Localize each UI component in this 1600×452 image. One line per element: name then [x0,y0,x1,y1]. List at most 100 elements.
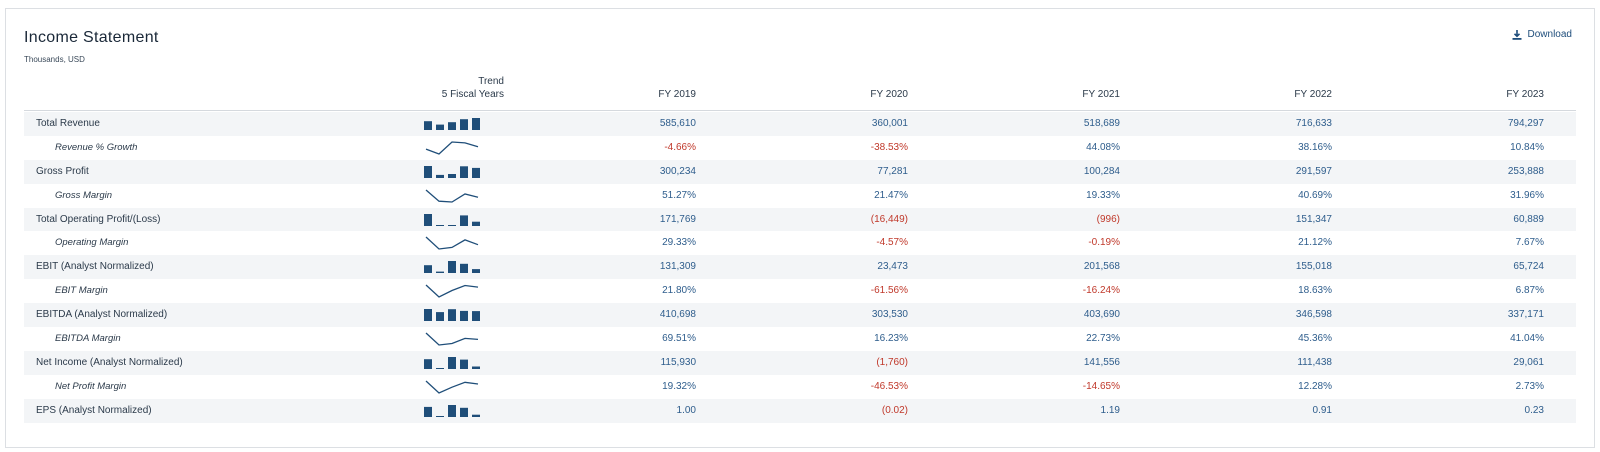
cell-value: 60,889 [1513,213,1544,225]
cell-value: 21.80% [662,285,696,297]
cell-value: -0.19% [1088,237,1120,249]
table-row: Gross Profit 300,234 77,281 100,284 291,597 2… [24,159,1576,184]
trend-bar-sparkline [424,165,480,178]
trend-bar [460,166,468,178]
cell-value: (1,760) [876,356,908,368]
cell-value: 44.08% [1086,141,1120,153]
cell-value: -4.57% [876,237,908,249]
trend-line [425,332,479,346]
cell-value: (16,449) [870,213,908,225]
cell-value: 171,769 [659,213,696,225]
trend-bar [448,261,456,274]
table-row: EBIT (Analyst Normalized) 131,309 23,473 20… [24,255,1576,280]
page-title: Income Statement [24,29,159,46]
cell-value: 65,724 [1513,261,1544,273]
trend-bar [460,311,468,322]
table-row: Net Income (Analyst Normalized) 115,930 (1… [24,350,1576,375]
cell-value: 2.73% [1515,380,1544,392]
cell-value: 111,438 [1297,356,1332,368]
cell-value: 41.04% [1510,333,1544,345]
cell-value: -46.53% [870,380,908,392]
cell-value: 716,633 [1295,118,1332,129]
row-label: Total Revenue [36,118,100,129]
cell-value: 346,598 [1295,309,1332,321]
row-label: Gross Profit [36,165,89,177]
trend-bar [472,311,480,322]
table-row: Total Revenue 585,610 360,001 518,689 716,63… [24,112,1576,136]
row-label: Net Profit Margin [55,380,127,392]
cell-value: -38.53% [870,141,908,153]
cell-value: 77,281 [877,165,908,177]
trend-bar [472,167,480,178]
cell-value: 410,698 [659,309,696,321]
trend-bar [460,119,468,130]
trend-bar [424,165,432,178]
table-row: Operating Margin 29.33% -4.57% -0.19% 21.12%… [24,231,1576,255]
download-button[interactable]: Download [1512,29,1572,40]
row-label: EBITDA (Analyst Normalized) [36,309,168,321]
trend-line-sparkline [425,141,479,155]
trend-bar [436,124,444,130]
cell-value: 23,473 [877,261,908,273]
table-row: EBITDA (Analyst Normalized) 410,698 303,53… [24,303,1576,328]
cell-value: 38.16% [1298,141,1332,153]
cell-value: 360,001 [871,118,908,129]
cell-value: 21.12% [1298,237,1332,249]
trend-bar [472,366,480,369]
trend-line-sparkline [425,332,479,346]
table-body: Total Revenue 585,610 360,001 518,689 716,63… [24,112,1576,423]
trend-bar [448,404,456,417]
trend-bar [436,367,444,369]
cell-value: 18.63% [1298,285,1332,297]
trend-bar [436,312,444,322]
cell-value: -4.66% [664,141,696,153]
cell-value: 1.19 [1100,404,1120,416]
row-label: Operating Margin [55,237,129,249]
trend-bar-sparkline [424,309,480,322]
trend-bar [436,415,444,417]
column-header-fy2021[interactable]: FY 2021 [1082,89,1120,100]
column-header-fy2020[interactable]: FY 2020 [870,89,908,100]
trend-line [425,189,479,203]
cell-value: 22.73% [1086,333,1120,345]
trend-bar [472,414,480,417]
trend-header-title: Trend [478,76,504,87]
trend-bar [448,122,456,130]
cell-value: 40.69% [1298,189,1332,201]
row-label: Revenue % Growth [55,141,138,153]
trend-line [425,380,479,394]
cell-value: 253,888 [1507,165,1544,177]
cell-value: -16.24% [1082,285,1120,297]
cell-value: 291,597 [1295,165,1332,177]
cell-value: 300,234 [659,165,696,177]
row-label: EBIT Margin [55,285,108,297]
cell-value: 1.00 [676,404,696,416]
trend-line-sparkline [425,380,479,394]
cell-value: 151,347 [1295,213,1332,225]
cell-value: 155,018 [1295,261,1332,273]
trend-bar [472,221,480,226]
trend-bar [472,118,480,130]
trend-bar [424,309,432,322]
cell-value: 19.32% [662,380,696,392]
cell-value: 69.51% [662,333,696,345]
column-header-fy2019[interactable]: FY 2019 [658,89,696,100]
cell-value: (996) [1096,213,1120,225]
cell-value: (0.02) [881,404,908,416]
table-header: Trend 5 Fiscal Years FY 2019 FY 2020 FY … [24,75,1576,111]
cell-value: 303,530 [871,309,908,321]
trend-line-sparkline [425,284,479,299]
cell-value: 16.23% [874,333,908,345]
row-label: Net Income (Analyst Normalized) [36,356,183,368]
row-label: EBITDA Margin [55,333,121,345]
trend-bar [460,359,468,369]
column-header-fy2022[interactable]: FY 2022 [1294,89,1332,100]
trend-line-sparkline [425,189,479,203]
trend-line [425,284,479,299]
trend-bar [436,174,444,178]
cell-value: 131,309 [659,261,696,273]
column-header-fy2023[interactable]: FY 2023 [1506,89,1544,100]
cell-value: -14.65% [1082,380,1120,392]
cell-value: 12.28% [1298,380,1332,392]
cell-value: -61.56% [870,285,908,297]
